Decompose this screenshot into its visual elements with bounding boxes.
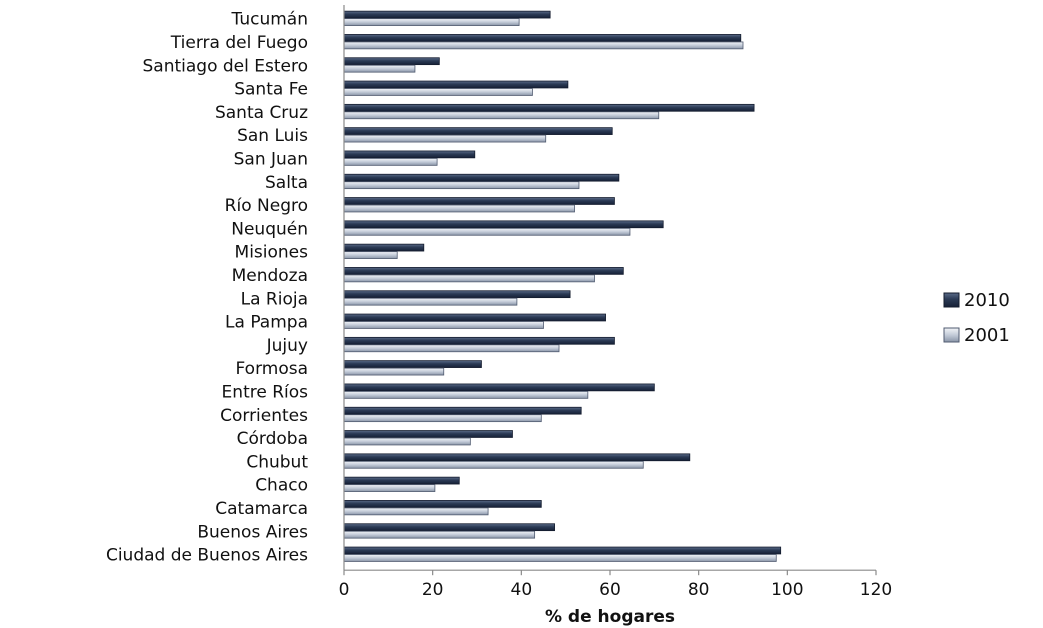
bar-2010 — [343, 406, 582, 415]
category-label: Chubut — [246, 452, 308, 472]
category-label: Mendoza — [232, 266, 308, 286]
bar-2010 — [343, 197, 615, 205]
bar-2001 — [343, 344, 560, 353]
category-label: Ciudad de Buenos Aires — [106, 546, 308, 566]
category-label: Neuquén — [231, 219, 308, 239]
bar-2001 — [343, 18, 520, 26]
bar-2010 — [343, 57, 440, 66]
category-label: Tierra del Fuego — [170, 33, 308, 53]
bar-2010 — [343, 127, 613, 135]
bar-2010 — [343, 430, 513, 438]
category-label: Buenos Aires — [197, 522, 308, 542]
category-label: Jujuy — [266, 336, 308, 356]
bar-2001 — [343, 64, 416, 73]
bar-2001 — [343, 367, 445, 376]
bar-2001 — [343, 111, 660, 120]
bar-2001 — [343, 414, 542, 423]
bar-2001 — [343, 274, 595, 283]
bar-2010 — [343, 523, 555, 532]
legend-label-2001: 2001 — [964, 325, 1010, 346]
category-label: Formosa — [236, 359, 309, 379]
x-tick-label: 80 — [688, 580, 710, 600]
category-label: Santa Fe — [234, 80, 308, 100]
bar-2001 — [343, 460, 644, 469]
x-tick-label: 40 — [511, 580, 533, 600]
bar-2010 — [343, 453, 691, 462]
bar-2010 — [343, 150, 476, 159]
category-label: Tucumán — [231, 10, 308, 30]
bar-2010 — [343, 220, 664, 229]
bar-2001 — [343, 181, 580, 190]
category-label: Salta — [265, 173, 308, 193]
bar-2001 — [343, 297, 518, 306]
bar-2010 — [343, 476, 460, 485]
bar-2010 — [343, 10, 551, 19]
x-axis-title: % de hogares — [545, 607, 675, 627]
category-label: La Rioja — [241, 289, 308, 309]
bar-2001 — [343, 134, 547, 143]
bar-2001 — [343, 88, 533, 96]
category-label: Corrientes — [220, 406, 308, 426]
bars-group — [343, 10, 782, 562]
bar-2001 — [343, 391, 589, 399]
bar-2010 — [343, 290, 571, 299]
bar-2001 — [343, 227, 631, 236]
bar-2010 — [343, 360, 482, 368]
category-label: Entre Ríos — [222, 382, 309, 402]
bar-2001 — [343, 158, 438, 166]
category-label: Chaco — [255, 476, 308, 496]
bar-2010 — [343, 103, 755, 112]
bar-2001 — [343, 484, 436, 492]
category-label: San Luis — [237, 126, 308, 146]
bar-2001 — [343, 204, 575, 213]
bar-2010 — [343, 243, 425, 252]
legend: 2010 2001 — [943, 290, 1010, 346]
category-label: Misiones — [235, 243, 309, 263]
bar-2010 — [343, 173, 620, 182]
category-label: Córdoba — [237, 429, 308, 449]
category-label: Río Negro — [225, 196, 308, 216]
bar-2010 — [343, 336, 615, 345]
bar-2001 — [343, 530, 536, 539]
x-tick-label: 120 — [860, 580, 892, 600]
bar-2010 — [343, 500, 542, 508]
bar-2001 — [343, 321, 544, 329]
category-label: Santiago del Estero — [142, 56, 308, 76]
bar-2001 — [343, 507, 489, 516]
category-label: Catamarca — [215, 499, 308, 519]
bar-2001 — [343, 437, 471, 446]
category-label: La Pampa — [225, 313, 308, 333]
bar-2001 — [343, 251, 398, 259]
legend-swatch-2001 — [943, 327, 960, 343]
bar-2010 — [343, 267, 624, 275]
x-tick-label: 60 — [599, 580, 621, 600]
bar-2001 — [343, 554, 777, 562]
x-tick-label: 20 — [422, 580, 444, 600]
x-tick-label: 0 — [339, 580, 350, 600]
bar-2010 — [343, 80, 569, 89]
legend-label-2010: 2010 — [964, 290, 1010, 311]
legend-swatch-2010 — [943, 292, 960, 308]
bar-2010 — [343, 546, 782, 555]
bar-2010 — [343, 34, 742, 42]
bar-2010 — [343, 313, 606, 322]
category-labels: Tucumán Tierra del Fuego Santiago del Este… — [106, 10, 308, 566]
x-tick-labels: 0 20 40 60 80 100 120 — [339, 570, 892, 600]
category-label: Santa Cruz — [215, 103, 308, 123]
bar-2010 — [343, 383, 655, 392]
bar-2001 — [343, 41, 744, 50]
x-tick-label: 100 — [771, 580, 803, 600]
category-label: San Juan — [234, 149, 308, 169]
